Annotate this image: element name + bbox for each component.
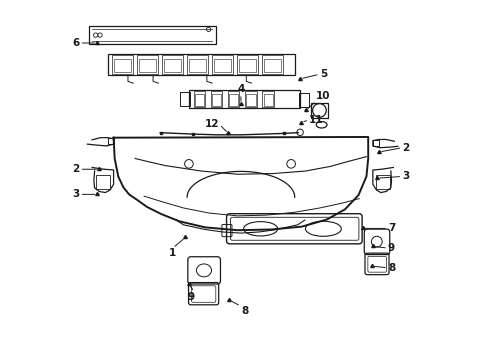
Text: 2: 2 bbox=[72, 164, 80, 174]
Bar bbox=[193, 91, 204, 107]
Bar bbox=[228, 94, 238, 106]
Bar bbox=[239, 59, 256, 72]
Text: 9: 9 bbox=[187, 292, 194, 302]
Bar bbox=[376, 175, 389, 189]
Text: 5: 5 bbox=[319, 69, 326, 79]
Bar bbox=[237, 55, 258, 74]
Bar bbox=[214, 59, 231, 72]
Bar bbox=[264, 59, 281, 72]
Text: 8: 8 bbox=[387, 263, 394, 273]
Bar bbox=[108, 54, 294, 75]
Text: 10: 10 bbox=[316, 91, 330, 101]
Bar bbox=[244, 91, 256, 107]
Bar bbox=[188, 90, 300, 108]
Text: 12: 12 bbox=[204, 120, 219, 129]
Bar bbox=[263, 94, 272, 106]
Bar bbox=[88, 26, 215, 44]
Bar bbox=[107, 138, 114, 144]
Bar bbox=[137, 55, 158, 74]
Text: 3: 3 bbox=[402, 171, 409, 181]
Text: 6: 6 bbox=[72, 38, 80, 48]
Bar bbox=[310, 103, 327, 118]
Text: 2: 2 bbox=[402, 143, 409, 153]
Bar bbox=[194, 94, 203, 106]
Bar bbox=[210, 91, 222, 107]
Bar bbox=[180, 93, 190, 106]
Bar bbox=[372, 140, 379, 145]
Bar bbox=[227, 91, 239, 107]
Bar bbox=[188, 59, 206, 72]
Bar bbox=[212, 55, 233, 74]
Bar bbox=[246, 94, 255, 106]
Bar bbox=[262, 55, 283, 74]
Bar bbox=[211, 94, 221, 106]
Bar bbox=[96, 175, 109, 189]
Bar bbox=[113, 59, 131, 72]
Text: 9: 9 bbox=[387, 243, 394, 253]
Bar bbox=[262, 91, 273, 107]
Text: 7: 7 bbox=[387, 224, 394, 233]
Text: 8: 8 bbox=[241, 306, 247, 316]
Bar bbox=[112, 55, 132, 74]
Text: 3: 3 bbox=[72, 189, 80, 199]
Text: 4: 4 bbox=[237, 84, 244, 94]
Bar bbox=[163, 59, 181, 72]
Polygon shape bbox=[113, 137, 367, 230]
Bar bbox=[162, 55, 183, 74]
Bar bbox=[139, 59, 156, 72]
Bar bbox=[298, 93, 308, 107]
Text: 11: 11 bbox=[308, 115, 323, 125]
Text: 1: 1 bbox=[169, 248, 176, 258]
Bar bbox=[187, 55, 207, 74]
